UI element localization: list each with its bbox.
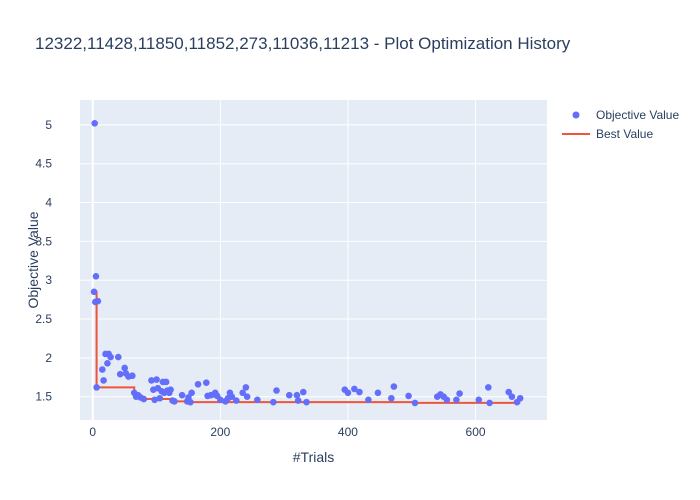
data-point[interactable] <box>171 398 178 405</box>
data-point[interactable] <box>356 388 363 396</box>
data-point[interactable] <box>104 360 111 367</box>
data-point[interactable] <box>456 390 463 397</box>
legend-best-label: Best Value <box>596 127 653 141</box>
data-point[interactable] <box>388 394 395 402</box>
data-point[interactable] <box>293 391 301 399</box>
plot-background <box>80 100 547 420</box>
data-point[interactable] <box>140 395 148 403</box>
data-point[interactable] <box>129 372 136 380</box>
data-point[interactable] <box>390 383 398 390</box>
data-point[interactable] <box>516 394 524 402</box>
chart-title: 12322,11428,11850,11852,273,11036,11213 … <box>35 34 571 53</box>
data-point[interactable] <box>485 384 492 391</box>
data-point[interactable] <box>351 385 358 393</box>
x-tick-label: 200 <box>210 425 230 439</box>
data-point[interactable] <box>116 370 124 378</box>
data-point[interactable] <box>99 366 106 373</box>
data-point[interactable] <box>90 288 98 296</box>
x-tick-label: 400 <box>338 425 358 439</box>
data-point[interactable] <box>151 396 158 404</box>
y-tick-label: 2.5 <box>35 312 52 326</box>
y-tick-label: 3.5 <box>35 234 52 248</box>
data-point[interactable] <box>344 389 352 397</box>
data-point[interactable] <box>153 376 160 383</box>
data-point[interactable] <box>203 379 210 387</box>
data-point[interactable] <box>365 396 372 404</box>
data-point[interactable] <box>162 378 170 386</box>
data-point[interactable] <box>167 386 174 394</box>
data-point[interactable] <box>178 391 186 399</box>
data-point[interactable] <box>242 384 250 391</box>
data-point[interactable] <box>443 396 451 404</box>
data-point[interactable] <box>233 397 240 404</box>
data-point[interactable] <box>156 394 164 402</box>
data-point[interactable] <box>94 297 102 305</box>
x-tick-label: 0 <box>89 425 96 439</box>
data-point[interactable] <box>91 120 98 127</box>
data-point[interactable] <box>121 364 128 372</box>
data-point[interactable] <box>107 353 114 361</box>
data-point[interactable] <box>92 273 100 280</box>
data-point[interactable] <box>148 377 155 384</box>
data-point[interactable] <box>374 389 382 397</box>
data-point[interactable] <box>505 388 513 396</box>
data-point[interactable] <box>411 399 419 407</box>
data-point[interactable] <box>93 384 100 391</box>
data-point[interactable] <box>453 396 460 404</box>
data-point[interactable] <box>294 397 302 404</box>
data-point[interactable] <box>508 393 516 401</box>
data-point[interactable] <box>217 396 224 404</box>
data-point[interactable] <box>299 388 307 396</box>
objective-value-series <box>90 120 524 407</box>
legend-objective-marker <box>572 111 580 119</box>
data-point[interactable] <box>243 393 251 401</box>
data-point[interactable] <box>114 353 122 361</box>
y-tick-label: 5 <box>45 118 52 132</box>
y-axis-title: Objective Value <box>25 211 41 308</box>
data-point[interactable] <box>486 399 493 407</box>
data-point[interactable] <box>270 398 277 406</box>
legend-objective-label: Objective Value <box>596 108 679 122</box>
data-point[interactable] <box>303 398 310 406</box>
data-point[interactable] <box>254 396 261 404</box>
y-tick-label: 4 <box>45 196 52 210</box>
y-tick-label: 4.5 <box>35 157 52 171</box>
legend[interactable]: Objective Value Best Value <box>562 108 679 141</box>
data-point[interactable] <box>194 380 202 388</box>
x-tick-label: 600 <box>466 425 486 439</box>
y-tick-label: 3 <box>45 273 52 287</box>
data-point[interactable] <box>285 391 293 399</box>
data-point[interactable] <box>475 396 483 404</box>
y-tick-label: 2 <box>45 351 52 365</box>
y-tick-label: 1.5 <box>35 390 52 404</box>
data-point[interactable] <box>100 377 107 384</box>
data-point[interactable] <box>187 398 194 406</box>
data-point[interactable] <box>239 389 246 397</box>
data-point[interactable] <box>228 393 236 401</box>
data-point[interactable] <box>188 389 195 397</box>
grid-lines <box>80 100 547 420</box>
data-point[interactable] <box>273 387 280 394</box>
x-axis-title: #Trials <box>293 449 335 465</box>
data-point[interactable] <box>405 392 412 400</box>
axis-ticks: 0 200 400 600 1.5 2 2.5 3 3.5 4 4.5 5 <box>35 118 486 439</box>
